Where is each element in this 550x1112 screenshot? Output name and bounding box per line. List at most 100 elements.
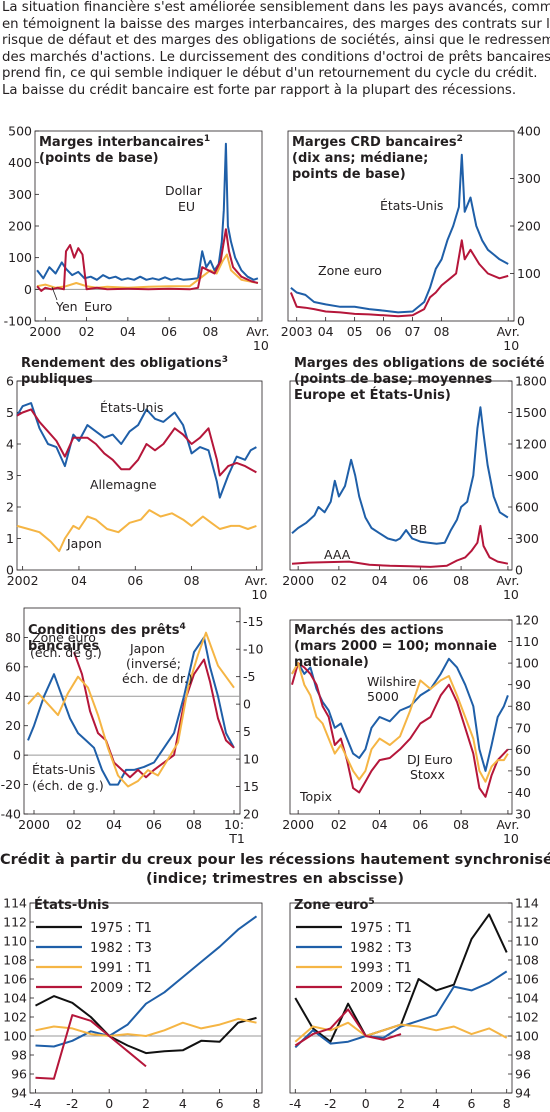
series-annotation: Zone euro bbox=[32, 630, 96, 645]
series-line-zone-euro bbox=[289, 239, 509, 318]
chart-title-line: publiques bbox=[21, 372, 93, 387]
y-tick-label: 300 bbox=[515, 531, 539, 546]
chart-title-line: (mars 2000 = 100; monnaie bbox=[294, 639, 497, 654]
chart-title-line: Conditions des prêts4 bbox=[28, 622, 186, 638]
x-tick-label: 06 bbox=[412, 573, 428, 588]
chart-title-line: points de base) bbox=[292, 167, 406, 182]
y-tick-label: 96 bbox=[515, 1067, 531, 1082]
chart-title-line: Rendement des obligations3 bbox=[21, 355, 228, 371]
intro-text: La situation financière s'est améliorée … bbox=[2, 0, 550, 100]
x-tick-label: 08 bbox=[184, 573, 200, 588]
series-annotation: Zone euro bbox=[318, 263, 382, 278]
legend-label: 2009 : T2 bbox=[350, 981, 412, 996]
legend-label: 2009 : T2 bbox=[90, 981, 152, 996]
series-line-1975-t1 bbox=[35, 995, 257, 1055]
y-tick-label: 20 bbox=[243, 807, 259, 822]
x-axis: 2003 04 05 06 07 08 Avr.10 bbox=[281, 317, 520, 353]
y-tick-label: 3 bbox=[6, 468, 14, 483]
y-axis: 0 1 2 3 4 5 6 bbox=[6, 374, 21, 578]
x-tick-label: 06 bbox=[127, 573, 143, 588]
x-tick-label: 05 bbox=[347, 324, 363, 339]
y-tick-label: -15 bbox=[243, 614, 263, 629]
x-tick-label: 08 bbox=[453, 817, 469, 832]
series-line-dollar-eu bbox=[36, 142, 259, 281]
series-annotation: Yen bbox=[55, 299, 78, 314]
y-tick-label: -40 bbox=[1, 807, 21, 822]
chart-title: Marchés des actions(mars 2000 = 100; mon… bbox=[294, 623, 497, 670]
chart-title: Marges des obligations de société(points… bbox=[294, 356, 545, 403]
series-line-japon bbox=[16, 509, 257, 553]
x-tick-label: 08 bbox=[186, 817, 202, 832]
y-tick-label: 0 bbox=[13, 748, 21, 763]
y-tick-label: 1500 bbox=[515, 405, 547, 420]
series-line-2009-t2 bbox=[35, 1014, 147, 1080]
plot-frame bbox=[289, 619, 513, 815]
y-tick-label: 102 bbox=[515, 1010, 539, 1025]
x-tick-label: Avr. bbox=[245, 573, 268, 588]
chart-title-footnote: 4 bbox=[179, 622, 185, 632]
legend: 1975 : T1 1982 : T3 1991 : T1 2009 : T2 bbox=[36, 921, 152, 996]
x-tick-label: 2 bbox=[397, 1096, 405, 1111]
y-tick-label: 100 bbox=[515, 1029, 539, 1044]
series-line-zone-euro bbox=[73, 651, 235, 779]
intro-line: prend fin, ce qui semble indiquer le déb… bbox=[2, 66, 538, 82]
y-tick-label: 20 bbox=[5, 718, 21, 733]
x-tick-label: 04 bbox=[318, 324, 334, 339]
chart-lending: -40 -20 0 20 40 60 80 -15 -10 -5 0 5 10 15 20 2000 02 04 0… bbox=[1, 607, 263, 846]
bottom-title-line: (indice; trimestres en abscisse) bbox=[145, 871, 405, 887]
chart-title: Zone euro5 bbox=[294, 897, 375, 913]
y-tick-label: 6 bbox=[6, 374, 14, 389]
x-tick-label-extra: T1 bbox=[228, 831, 245, 846]
series-annotation: Euro bbox=[84, 299, 112, 314]
series-annotation: DJ Euro bbox=[407, 752, 453, 767]
x-tick-label: 04 bbox=[372, 817, 388, 832]
x-tick-label: 02 bbox=[79, 324, 95, 339]
y-tick-label: 106 bbox=[515, 972, 539, 987]
y-tick-label: 96 bbox=[11, 1067, 27, 1082]
x-tick-label: 2000 bbox=[29, 324, 61, 339]
y-tick-label: 120 bbox=[515, 613, 539, 628]
y-tick-label: 60 bbox=[5, 659, 21, 674]
series-annotation: EU bbox=[178, 199, 195, 214]
series-annotation: États-Unis bbox=[100, 400, 163, 415]
y-tick-label: 30 bbox=[515, 807, 531, 822]
x-tick-label: -4 bbox=[29, 1096, 42, 1111]
x-tick-label: 06 bbox=[161, 324, 177, 339]
y-tick-label: 104 bbox=[515, 991, 539, 1006]
chart-title-footnote: 1 bbox=[204, 134, 210, 144]
x-tick-label: Avr. bbox=[496, 573, 519, 588]
chart-title-line: États-Unis bbox=[34, 897, 109, 913]
legend-label: 1975 : T1 bbox=[350, 921, 412, 936]
y-tick-label: 0 bbox=[517, 314, 525, 329]
x-tick-label-extra: 10 bbox=[503, 587, 519, 602]
chart-title-line: (points de base; moyennes bbox=[294, 372, 492, 387]
x-tick-label: 04 bbox=[372, 573, 388, 588]
series-line-yen bbox=[36, 253, 259, 289]
series-line-allemagne bbox=[16, 408, 257, 477]
y-tick-label: 80 bbox=[5, 630, 21, 645]
y-tick-label: -20 bbox=[1, 777, 21, 792]
y-tick-label: 200 bbox=[8, 219, 32, 234]
x-tick-label: 08 bbox=[453, 573, 469, 588]
x-tick-label-extra: 10 bbox=[503, 338, 519, 353]
x-tick-label: 07 bbox=[405, 324, 421, 339]
x-tick-label: 2 bbox=[142, 1096, 150, 1111]
y-tick-label: 1 bbox=[6, 531, 14, 546]
x-tick-label: 08 bbox=[202, 324, 218, 339]
y-tick-label: 50 bbox=[515, 763, 531, 778]
x-tick-label: 8 bbox=[503, 1096, 511, 1111]
x-axis: 2000 02 04 06 08 Avr.10 bbox=[29, 317, 269, 353]
y-tick-label: 112 bbox=[515, 915, 539, 930]
y-tick-label: 114 bbox=[3, 896, 27, 911]
x-tick-label: 6 bbox=[216, 1096, 224, 1111]
series-annotation: Topix bbox=[299, 789, 332, 804]
x-tick-label: 0 bbox=[105, 1096, 113, 1111]
chart-cds: 0 100 200 300 400 2003 04 05 06 07 08 Avr.10 Marges … bbox=[281, 124, 541, 354]
y-tick-label: 1200 bbox=[515, 437, 547, 452]
y-tick-label: 300 bbox=[8, 187, 32, 202]
y-tick-label: 98 bbox=[515, 1048, 531, 1063]
y-tick-label: 60 bbox=[515, 742, 531, 757]
series-line-2009-t2 bbox=[294, 1008, 402, 1047]
